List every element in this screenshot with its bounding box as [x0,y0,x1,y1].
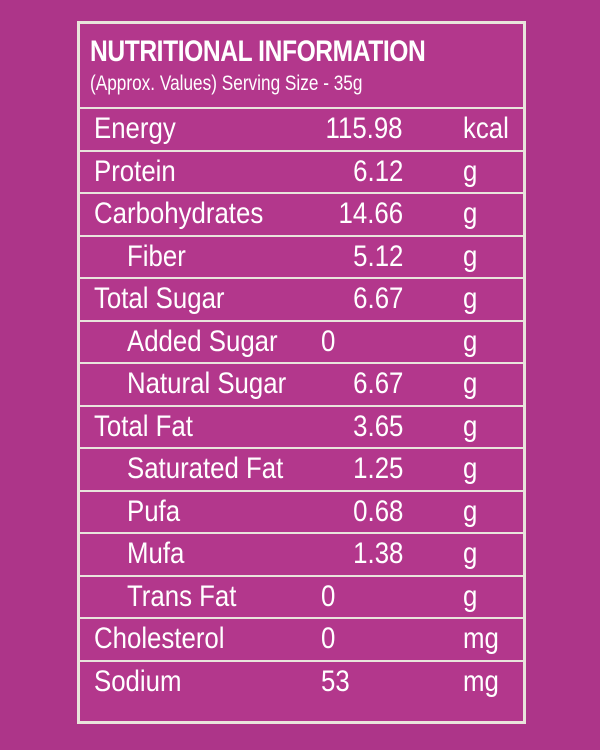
nutrient-row: Trans Fat 0 g [80,574,523,618]
nutrient-unit: g [463,409,478,443]
nutrient-unit: kcal [463,112,509,145]
nutrition-label: NUTRITIONAL INFORMATION (Approx. Values)… [77,21,526,724]
nutrient-value: 1.38 [352,537,403,570]
nutrient-unit: g [463,197,478,230]
nutrient-name: Fiber [127,239,186,273]
nutrient-row: Natural Sugar 6.67 g [80,362,523,405]
nutrient-row: Pufa 0.68 g [80,489,523,533]
nutrient-unit: g [463,324,478,358]
nutrient-row: Sodium 53 mg [80,659,523,703]
nutrient-row: Saturated Fat 1.25 g [80,447,523,490]
nutrition-header: NUTRITIONAL INFORMATION (Approx. Values)… [80,24,523,107]
nutrient-value: 3.65 [352,409,403,443]
nutrient-name: Total Sugar [94,282,225,315]
nutrient-row: Energy 115.98 kcal [80,107,523,150]
nutrient-row: Carbohydrates 14.66 g [80,192,523,235]
nutrient-row: Total Fat 3.65 g [80,404,523,448]
nutrient-row: Mufa 1.38 g [80,532,523,575]
nutrient-name: Carbohydrates [94,197,264,230]
serving-size-subtitle: (Approx. Values) Serving Size - 35g [90,72,363,95]
nutrient-value: 0 [321,622,336,655]
nutrient-value: 6.67 [352,367,403,400]
nutrient-row: Total Sugar 6.67 g [80,277,523,320]
nutrient-name: Pufa [127,494,181,528]
nutrient-value: 6.12 [352,154,403,188]
nutrient-name: Added Sugar [127,324,278,358]
nutrition-table: Energy 115.98 kcal Protein 6.12 g Carbohydrate… [80,107,523,702]
nutrient-row: Cholesterol 0 mg [80,617,523,660]
nutrient-name: Trans Fat [127,579,237,613]
nutrient-unit: mg [463,664,499,698]
nutrient-value: 6.67 [352,282,403,315]
nutrient-name: Mufa [127,537,185,570]
nutrient-unit: g [463,494,478,528]
nutrient-value: 0 [321,324,336,358]
nutrient-value: 115.98 [326,112,403,145]
nutrient-name: Energy [94,112,176,145]
nutrient-value: 14.66 [338,197,403,230]
nutrient-unit: mg [463,622,499,655]
nutrient-name: Cholesterol [94,622,225,655]
nutrient-unit: g [463,367,478,400]
nutrient-row: Added Sugar 0 g [80,319,523,363]
nutrient-value: 1.25 [352,452,403,485]
nutrient-name: Natural Sugar [127,367,287,400]
nutrition-title: NUTRITIONAL INFORMATION [90,35,426,68]
nutrient-unit: g [463,239,478,273]
nutrient-row: Protein 6.12 g [80,149,523,193]
nutrient-row: Fiber 5.12 g [80,234,523,278]
nutrient-unit: g [463,452,478,485]
nutrient-unit: g [463,579,478,613]
nutrient-name: Saturated Fat [127,452,284,485]
nutrient-name: Sodium [94,664,182,698]
nutrient-unit: g [463,537,478,570]
nutrient-unit: g [463,282,478,315]
nutrient-value: 0.68 [352,494,403,528]
nutrient-unit: g [463,154,478,188]
nutrient-value: 5.12 [352,239,403,273]
nutrient-name: Total Fat [94,409,193,443]
nutrient-value: 0 [321,579,336,613]
nutrient-name: Protein [94,154,176,188]
nutrient-value: 53 [321,664,350,698]
